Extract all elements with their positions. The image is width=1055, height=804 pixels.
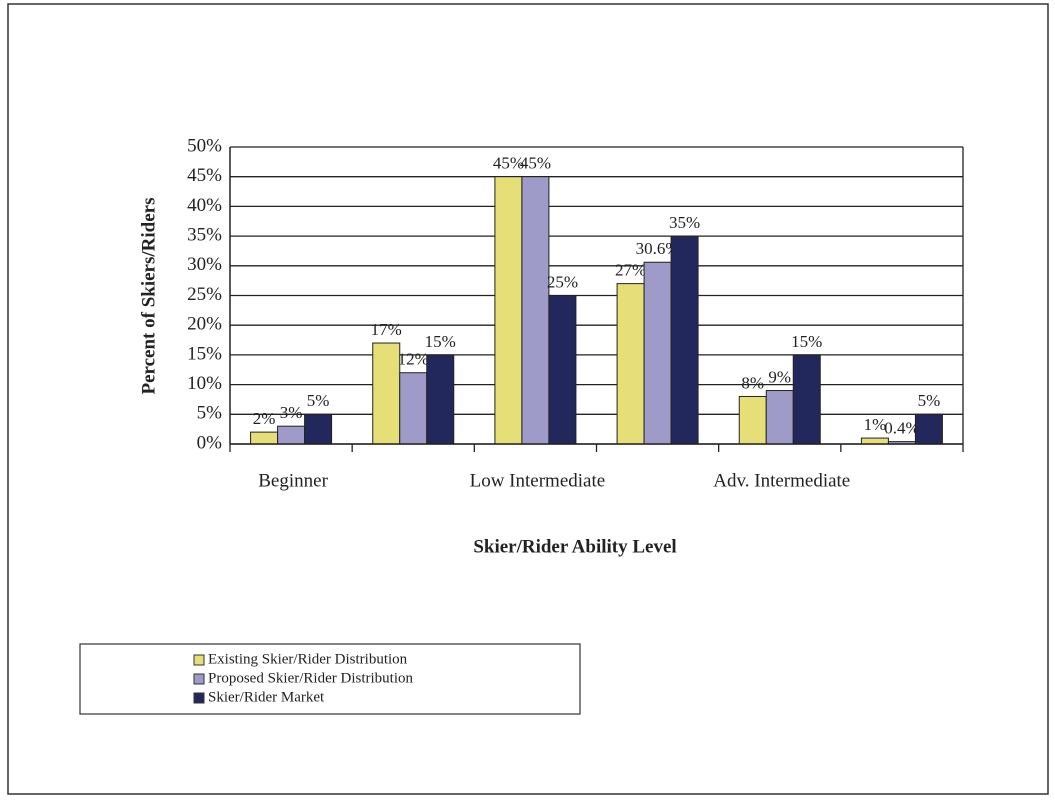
bar — [250, 431, 279, 445]
x-axis-label: Skier/Rider Ability Level — [473, 536, 676, 557]
bar — [548, 295, 577, 445]
bar — [304, 413, 333, 445]
data-label: 8% — [741, 373, 764, 392]
bar — [616, 283, 645, 445]
data-label: 35% — [669, 213, 700, 232]
y-tick-label: 15% — [187, 343, 222, 364]
y-tick-label: 25% — [187, 284, 222, 305]
bar — [399, 372, 428, 445]
data-label: 45% — [520, 154, 551, 173]
data-label: 3% — [280, 403, 303, 422]
legend-swatch — [193, 673, 205, 685]
bar — [643, 261, 672, 445]
data-label: 27% — [615, 261, 646, 280]
data-label: 15% — [425, 332, 456, 351]
legend-label: Proposed Skier/Rider Distribution — [208, 670, 413, 686]
bar — [521, 176, 550, 445]
y-tick-label: 20% — [187, 314, 222, 335]
bar — [426, 354, 455, 445]
y-tick-label: 45% — [187, 165, 222, 186]
frame — [7, 3, 1049, 795]
data-label: 1% — [864, 415, 887, 434]
bar — [914, 413, 943, 445]
x-tick-label: Beginner — [258, 470, 328, 491]
data-label: 2% — [253, 409, 276, 428]
data-label: 15% — [791, 332, 822, 351]
bar — [860, 437, 889, 445]
data-label: 5% — [307, 391, 330, 410]
bar — [670, 235, 699, 445]
data-label: 25% — [547, 272, 578, 291]
data-label: 0.4% — [884, 419, 919, 438]
bar — [372, 342, 401, 445]
bar — [792, 354, 821, 445]
y-tick-label: 10% — [187, 373, 222, 394]
y-tick-label: 40% — [187, 195, 222, 216]
x-tick-label: Adv. Intermediate — [713, 470, 850, 491]
data-label: 17% — [371, 320, 402, 339]
legend-swatch — [193, 692, 205, 704]
bar — [765, 390, 794, 445]
data-label: 45% — [493, 154, 524, 173]
y-axis-label: Percent of Skiers/Riders — [138, 198, 159, 395]
bar — [277, 425, 306, 445]
legend-label: Existing Skier/Rider Distribution — [208, 651, 408, 667]
data-label: 30.6% — [636, 239, 680, 258]
bar — [494, 176, 523, 445]
legend — [79, 643, 581, 715]
y-tick-label: 50% — [187, 135, 222, 156]
data-label: 9% — [768, 367, 791, 386]
x-tick-label: Low Intermediate — [470, 470, 606, 491]
y-tick-label: 30% — [187, 254, 222, 275]
data-label: 12% — [398, 350, 429, 369]
y-tick-label: 0% — [197, 432, 223, 453]
y-tick-label: 35% — [187, 224, 222, 245]
y-tick-label: 5% — [197, 403, 223, 424]
data-label: 5% — [918, 391, 941, 410]
bar — [738, 395, 767, 445]
legend-swatch — [193, 654, 205, 666]
legend-label: Skier/Rider Market — [208, 689, 325, 705]
